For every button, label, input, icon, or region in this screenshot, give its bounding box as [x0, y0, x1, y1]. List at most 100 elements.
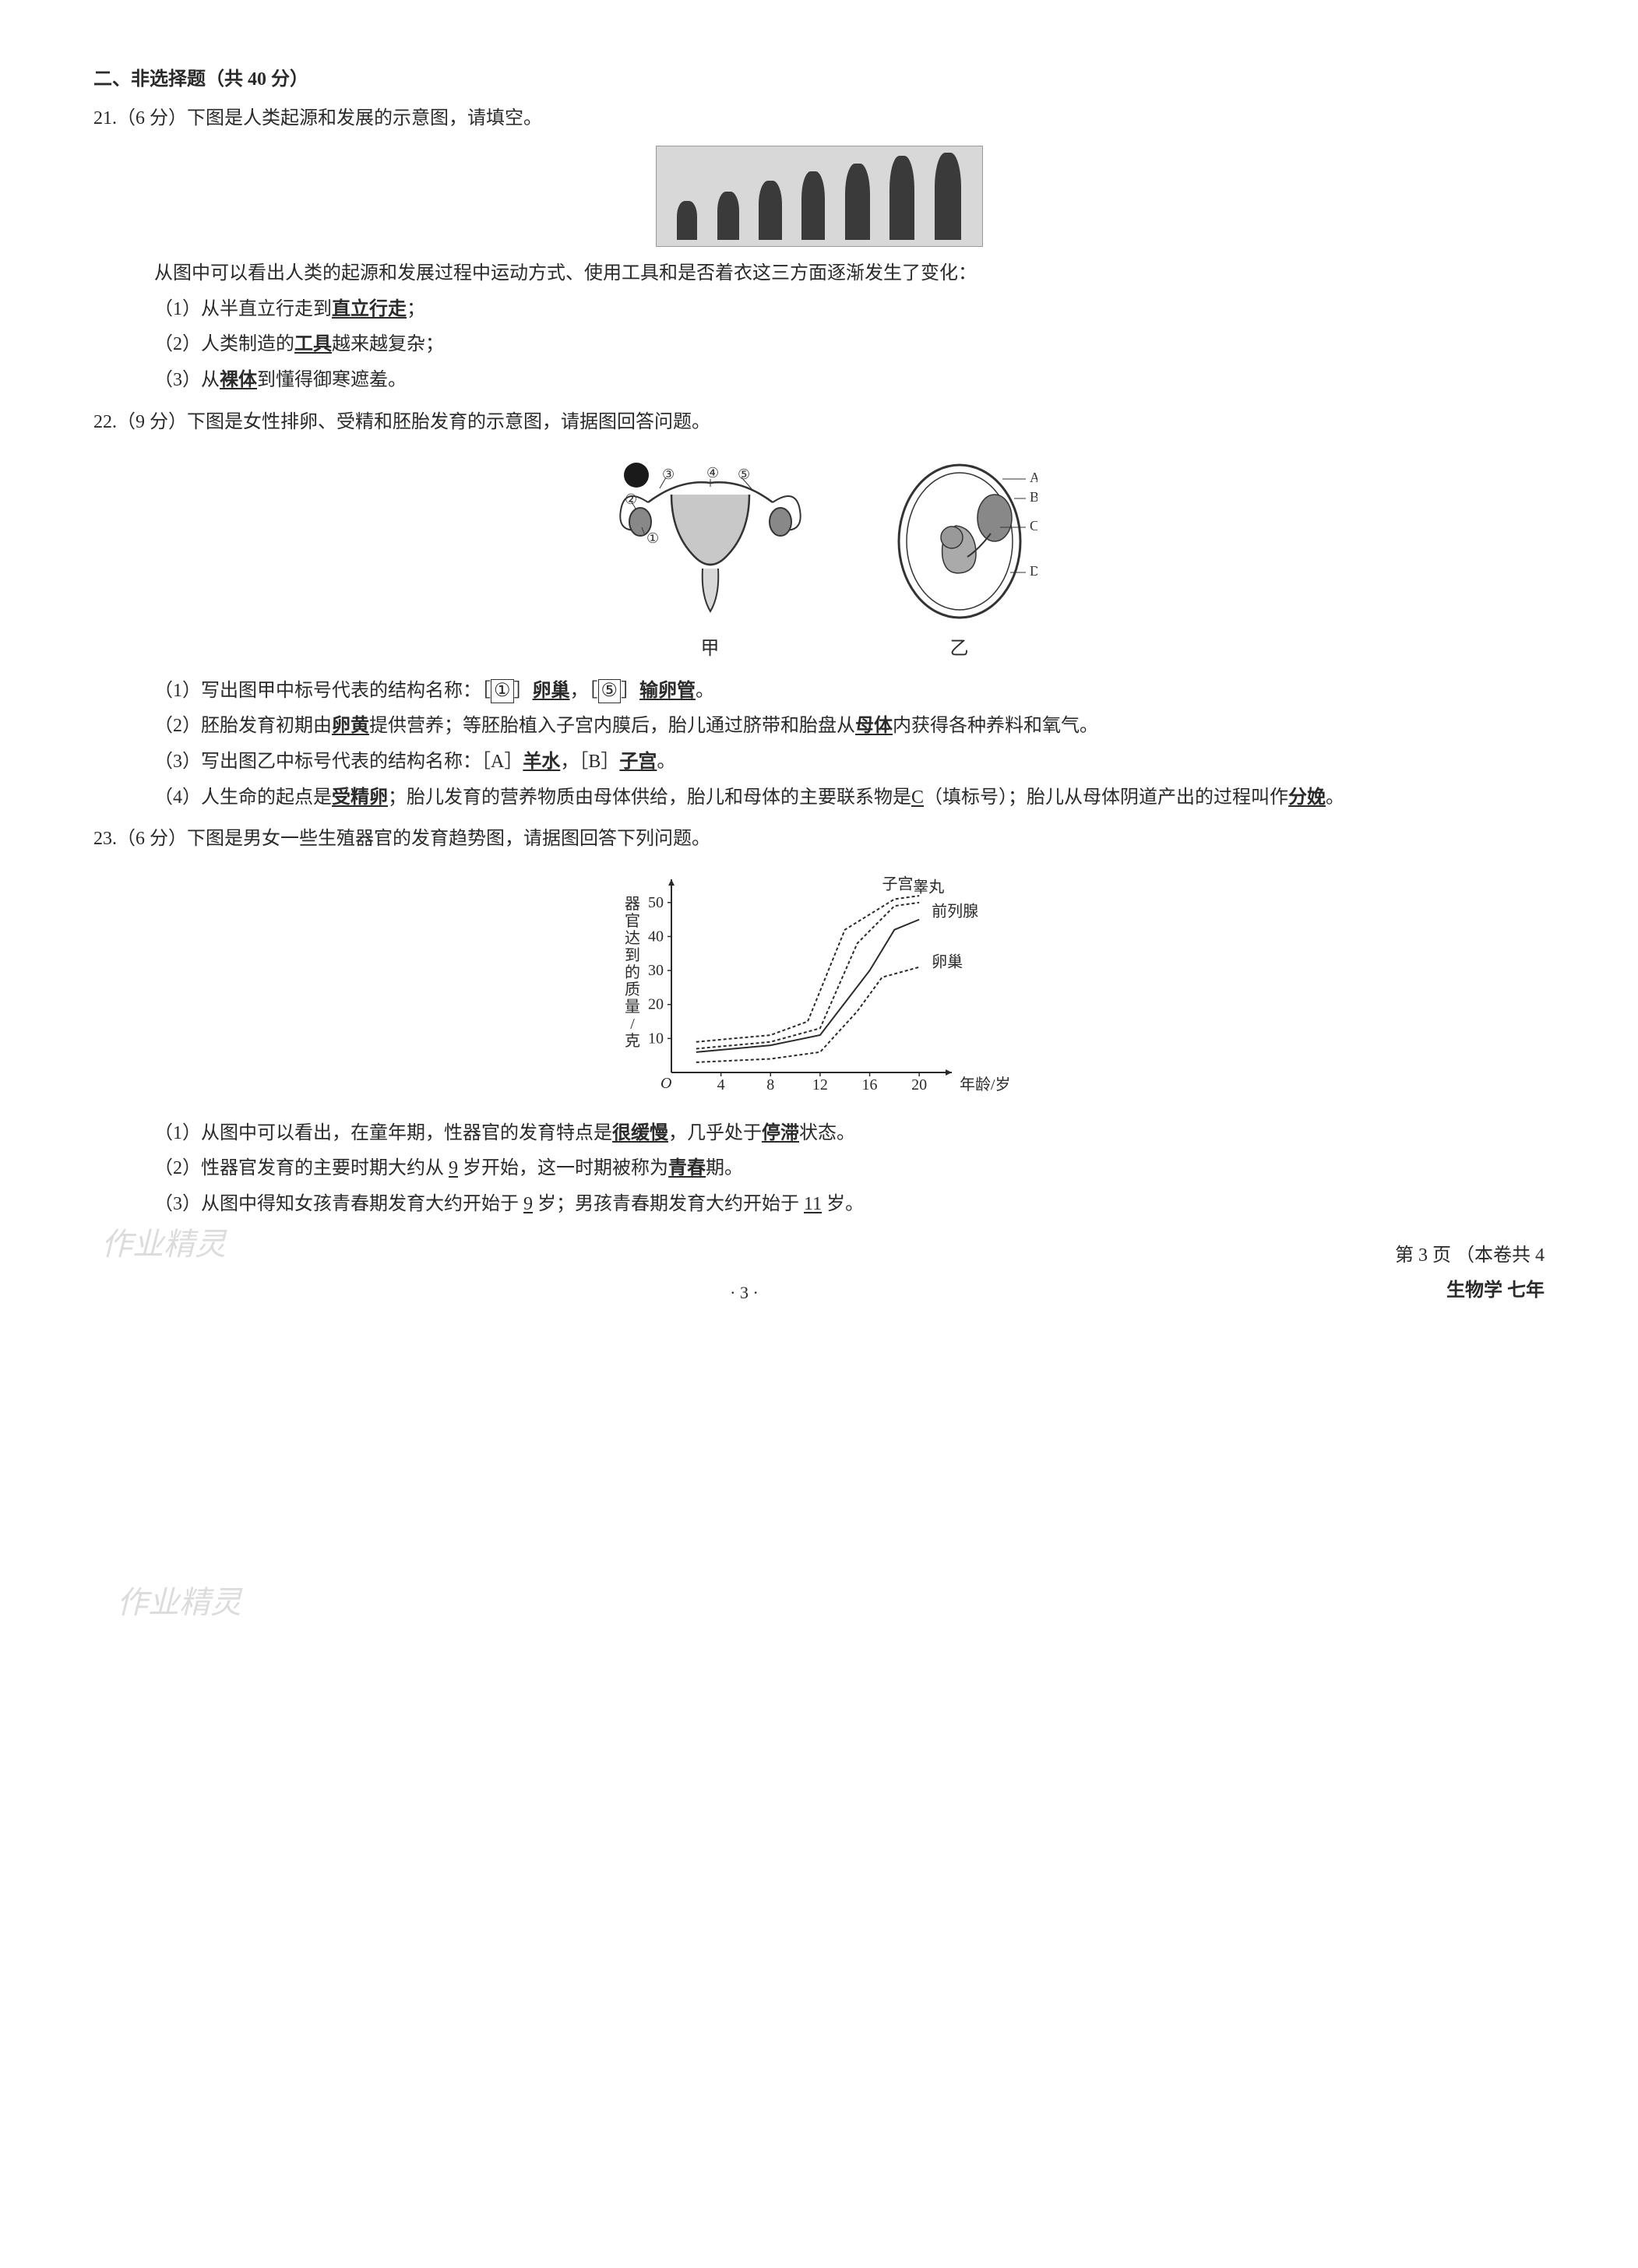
page-footer: · 3 · 第 3 页 （本卷共 4 生物学 七年 [93, 1238, 1545, 1309]
q22-4-pre: （4）人生命的起点是 [154, 787, 332, 808]
svg-text:到: 到 [625, 946, 640, 964]
q22-1-ans1: 卵巢 [533, 681, 570, 701]
page-footer-right1: 第 3 页 （本卷共 4 [1395, 1238, 1545, 1274]
q23-3-pre: （3）从图中得知女孩青春期发育大约开始于 [154, 1194, 523, 1214]
svg-text:30: 30 [648, 962, 664, 979]
q21-item-1: （1）从半直立行走到直立行走； [93, 292, 1545, 328]
svg-text:8: 8 [766, 1076, 774, 1094]
svg-text:40: 40 [648, 928, 664, 945]
q23-2-ans2: 青春 [668, 1158, 706, 1178]
q21-3-pre: （3）从 [154, 370, 220, 390]
svg-text:④: ④ [706, 465, 719, 481]
svg-text:B: B [1030, 489, 1037, 505]
q22-2-ans1: 卵黄 [332, 716, 369, 736]
svg-text:16: 16 [861, 1076, 877, 1094]
q22-2-mid: 提供营养；等胚胎植入子宫内膜后，胎儿通过脐带和胎盘从 [369, 716, 855, 736]
q22-item-1: （1）写出图甲中标号代表的结构名称：［①］卵巢，［⑤］输卵管。 [93, 674, 1545, 710]
svg-text:卵巢: 卵巢 [932, 953, 963, 970]
q22-3-ans1: 羊水 [523, 752, 560, 772]
q23-1-mid: ，几乎处于 [668, 1123, 762, 1143]
svg-text:C: C [1030, 518, 1037, 534]
svg-text:质: 质 [625, 981, 640, 998]
q23-3-post: 岁。 [822, 1194, 864, 1214]
evolution-figure [93, 146, 1545, 247]
svg-text:A: A [1030, 470, 1037, 485]
q22-1-mid: ，［ [570, 681, 598, 701]
question-21: 21.（6 分）下图是人类起源和发展的示意图，请填空。 从图中可以看出人类的起源… [93, 101, 1545, 399]
svg-text:克: 克 [625, 1032, 640, 1050]
q23-2-pre: （2）性器官发育的主要时期大约从 [154, 1158, 449, 1178]
svg-text:前列腺: 前列腺 [932, 902, 978, 920]
evolution-silhouette [759, 181, 782, 240]
q22-3-post: 。 [657, 752, 675, 772]
evolution-silhouette [845, 164, 870, 240]
q22-item-2: （2）胚胎发育初期由卵黄提供营养；等胚胎植入子宫内膜后，胎儿通过脐带和胎盘从母体… [93, 709, 1545, 745]
q22-3-mid: ，［B］ [560, 752, 619, 772]
evolution-silhouette [889, 156, 914, 240]
q22-2-ans2: 母体 [855, 716, 893, 736]
q22-1-ans2: 输卵管 [639, 681, 696, 701]
q21-2-post: 越来越复杂； [332, 334, 444, 354]
svg-text:官: 官 [625, 912, 640, 930]
q23-3-mid: 岁；男孩青春期发育大约开始于 [533, 1194, 804, 1214]
page-footer-right2: 生物学 七年 [1395, 1273, 1545, 1309]
figure-yi: A B C D 乙 [882, 456, 1037, 667]
svg-text:子宫: 子宫 [882, 875, 913, 893]
svg-text:①: ① [646, 530, 659, 546]
q21-1-pre: （1）从半直立行走到 [154, 299, 332, 319]
evolution-silhouette [677, 201, 697, 240]
svg-text:达: 达 [625, 929, 640, 947]
evolution-silhouette [801, 171, 825, 240]
q23-2-post: 期。 [706, 1158, 743, 1178]
uterus-svg: ① ② ③ ④ ⑤ [601, 456, 819, 627]
q22-item-3: （3）写出图乙中标号代表的结构名称：［A］羊水，［B］子宫。 [93, 745, 1545, 780]
q21-item-3: （3）从裸体到懂得御寒遮羞。 [93, 363, 1545, 399]
svg-text:年龄/岁: 年龄/岁 [960, 1076, 1011, 1094]
reproductive-diagram: ① ② ③ ④ ⑤ 甲 [93, 456, 1545, 667]
svg-text:的: 的 [625, 963, 640, 981]
q23-3-ans2: 11 [804, 1194, 822, 1214]
figure-jia: ① ② ③ ④ ⑤ 甲 [601, 456, 819, 667]
growth-chart: 481216201020304050O器官达到的质量/克年龄/岁子宫睾丸前列腺卵… [93, 870, 1545, 1104]
svg-text:③: ③ [662, 467, 675, 482]
section-header: 二、非选择题（共 40 分） [93, 62, 1545, 98]
q21-3-post: 到懂得御寒遮羞。 [257, 370, 407, 390]
q22-4-ans2: C [911, 787, 924, 808]
q22-4-mid2: （填标号）；胎儿从母体阴道产出的过程叫作 [924, 787, 1288, 808]
svg-text:4: 4 [717, 1076, 724, 1094]
evolution-silhouette [935, 153, 961, 240]
svg-text:②: ② [625, 491, 637, 507]
svg-text:20: 20 [648, 995, 664, 1012]
q22-header: 22.（9 分）下图是女性排卵、受精和胚胎发育的示意图，请据图回答问题。 [93, 405, 1545, 441]
q21-1-answer: 直立行走 [332, 299, 407, 319]
q22-1-br2: ］ [621, 681, 639, 701]
q21-header: 21.（6 分）下图是人类起源和发展的示意图，请填空。 [93, 101, 1545, 137]
q23-1-pre: （1）从图中可以看出，在童年期，性器官的发育特点是 [154, 1123, 612, 1143]
q23-3-ans1: 9 [523, 1194, 533, 1214]
q23-item-1: （1）从图中可以看出，在童年期，性器官的发育特点是很缓慢，几乎处于停滞状态。 [93, 1116, 1545, 1152]
q23-1-post: 状态。 [799, 1123, 855, 1143]
svg-text:O: O [660, 1075, 671, 1092]
q21-intro: 从图中可以看出人类的起源和发展过程中运动方式、使用工具和是否着衣这三方面逐渐发生… [93, 256, 1545, 292]
q23-2-ans1: 9 [449, 1158, 458, 1178]
svg-text:/: / [630, 1016, 635, 1033]
q22-3-pre: （3）写出图乙中标号代表的结构名称：［A］ [154, 752, 523, 772]
q21-2-answer: 工具 [294, 334, 332, 354]
svg-text:20: 20 [911, 1076, 927, 1094]
q21-3-answer: 裸体 [220, 370, 257, 390]
q23-1-ans2: 停滞 [762, 1123, 799, 1143]
q23-item-2: （2）性器官发育的主要时期大约从 9 岁开始，这一时期被称为青春期。 [93, 1151, 1545, 1187]
watermark-text-2: 作业精灵 [117, 1573, 241, 1632]
caption-yi: 乙 [950, 632, 969, 667]
q22-2-post: 内获得各种养料和氧气。 [893, 716, 1098, 736]
q22-1-post: 。 [696, 681, 714, 701]
q22-1-pre: （1）写出图甲中标号代表的结构名称：［ [154, 681, 491, 701]
q22-4-ans3: 分娩 [1288, 787, 1326, 808]
q23-2-mid: 岁开始，这一时期被称为 [458, 1158, 668, 1178]
page-number-center: · 3 · [730, 1277, 759, 1309]
svg-text:10: 10 [648, 1030, 664, 1047]
svg-text:睾丸: 睾丸 [913, 878, 944, 896]
caption-jia: 甲 [701, 632, 720, 667]
svg-text:D: D [1030, 563, 1037, 579]
svg-text:器: 器 [625, 896, 640, 913]
